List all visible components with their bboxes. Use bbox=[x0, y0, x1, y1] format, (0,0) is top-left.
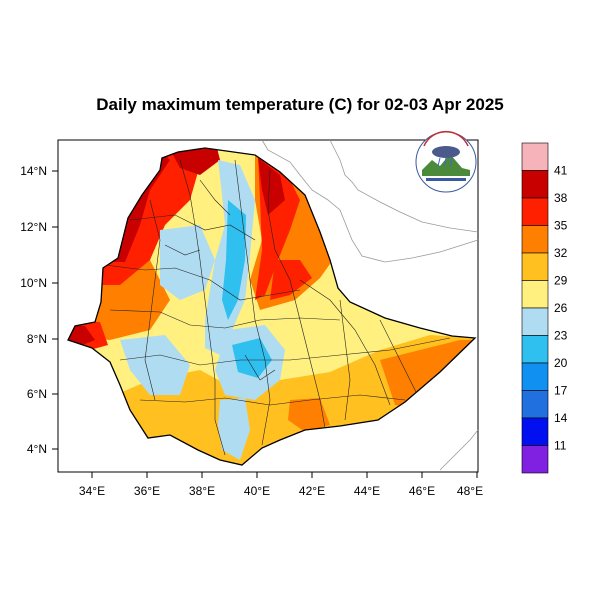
lon-tick-label: 48°E bbox=[457, 484, 483, 498]
lon-tick-label: 34°E bbox=[79, 484, 105, 498]
region-cool-west bbox=[160, 225, 215, 300]
lon-axis: 34°E 36°E 38°E 40°E 42°E 44°E 46°E 48°E bbox=[79, 472, 483, 498]
lon-tick-label: 42°E bbox=[299, 484, 325, 498]
colorbar-swatch bbox=[521, 335, 549, 364]
colorbar-swatch bbox=[521, 280, 549, 309]
colorbar-swatch bbox=[521, 170, 549, 199]
lat-tick-label: 10°N bbox=[20, 276, 47, 290]
colorbar-label: 23 bbox=[554, 329, 568, 343]
region-veryhot-west-tip bbox=[68, 325, 95, 346]
colorbar-swatch bbox=[521, 197, 549, 226]
colorbar-swatch bbox=[521, 225, 549, 254]
colorbar-label: 35 bbox=[554, 219, 568, 233]
region-cool-southwest bbox=[120, 335, 190, 395]
lat-tick-label: 6°N bbox=[27, 387, 47, 401]
lat-tick-label: 8°N bbox=[27, 332, 47, 346]
colorbar-label: 26 bbox=[554, 301, 568, 315]
colorbar-label: 29 bbox=[554, 274, 568, 288]
lon-tick-label: 40°E bbox=[244, 484, 270, 498]
lon-tick-label: 46°E bbox=[409, 484, 435, 498]
colorbar-swatch bbox=[521, 307, 549, 336]
lat-tick-label: 14°N bbox=[20, 164, 47, 178]
colorbar-label: 32 bbox=[554, 246, 568, 260]
colorbar-label: 17 bbox=[554, 384, 568, 398]
ethiopia-outline bbox=[67, 147, 477, 466]
colorbar-swatch bbox=[521, 390, 549, 419]
lon-tick-label: 44°E bbox=[354, 484, 380, 498]
colorbar-swatch bbox=[521, 142, 549, 171]
colorbar: 41 38 35 32 29 26 23 20 17 14 11 bbox=[521, 142, 568, 474]
colorbar-swatch bbox=[521, 445, 549, 474]
lat-axis: 4°N 6°N 8°N 10°N 12°N 14°N bbox=[20, 164, 58, 456]
colorbar-swatch bbox=[521, 417, 549, 446]
colorbar-label: 14 bbox=[554, 411, 568, 425]
region-veryhot-afar bbox=[258, 158, 285, 215]
lon-tick-label: 38°E bbox=[189, 484, 215, 498]
colorbar-label: 11 bbox=[554, 439, 567, 453]
colorbar-swatch bbox=[521, 362, 549, 391]
lat-tick-label: 4°N bbox=[27, 442, 47, 456]
region-hot-afar-south bbox=[270, 260, 312, 300]
colorbar-label: 20 bbox=[554, 356, 568, 370]
region-cool-south bbox=[218, 398, 250, 460]
lon-tick-label: 36°E bbox=[134, 484, 160, 498]
region-warm-south bbox=[288, 398, 330, 432]
map-title: Daily maximum temperature (C) for 02-03 … bbox=[96, 95, 504, 114]
institute-logo bbox=[415, 130, 477, 193]
neighbor-borders bbox=[261, 139, 479, 471]
lat-tick-label: 12°N bbox=[20, 220, 47, 234]
colorbar-label: 41 bbox=[554, 164, 568, 178]
colorbar-swatch bbox=[521, 252, 549, 281]
colorbar-label: 38 bbox=[554, 191, 568, 205]
admin-borders bbox=[104, 159, 451, 456]
region-cooler-highland-north bbox=[222, 200, 246, 320]
